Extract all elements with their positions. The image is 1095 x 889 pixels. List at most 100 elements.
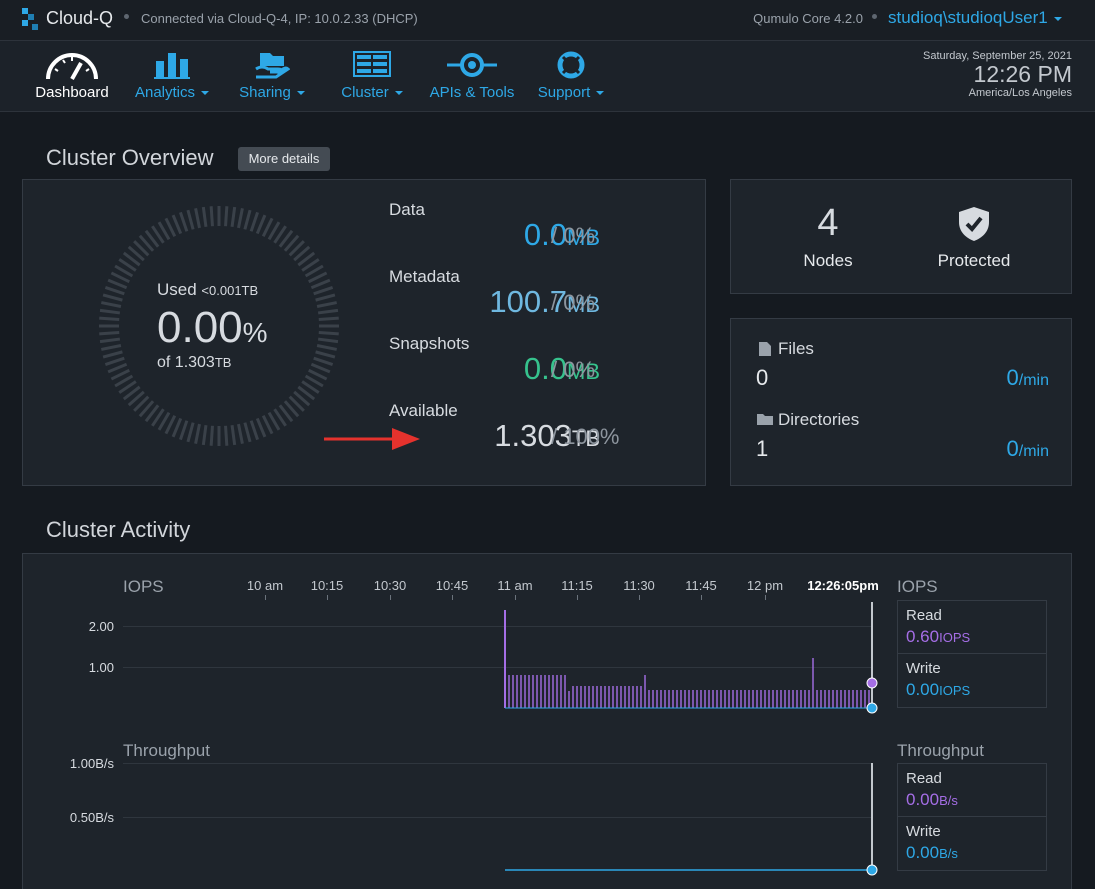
used-percent-sign: % [242, 317, 268, 348]
red-arrow-annotation [324, 428, 420, 450]
time-tick-mark [577, 595, 578, 600]
files-label: Files [778, 339, 814, 358]
gauge-tick [310, 362, 331, 374]
chevron-down-icon [296, 91, 305, 96]
time-tick-label: 11:15 [561, 578, 593, 593]
snapshots-number: 0.0 [523, 351, 567, 386]
snapshots-unit: MB [567, 359, 600, 384]
gauge-tick [118, 380, 137, 394]
used-unit: TB [241, 283, 259, 298]
time-tick-mark [639, 595, 640, 600]
gauge-tick [101, 344, 122, 351]
used-percent-value: 0.00 [157, 303, 243, 352]
iops-write-marker [866, 702, 878, 714]
time-tick-label: 11:30 [623, 578, 655, 593]
gauge-tick [267, 411, 281, 431]
gauge-tick [308, 271, 328, 284]
metadata-value: 100.7MB [489, 284, 600, 320]
nav-cluster[interactable]: Cluster [336, 41, 408, 111]
iops-read-cell: Read 0.60IOPS [898, 601, 1046, 654]
gauge-tick [201, 206, 208, 228]
api-plug-icon [447, 53, 497, 77]
bar-chart-icon [154, 53, 190, 79]
nav-apis-label: APIs & Tools [429, 84, 515, 101]
files-rate-unit: /min [1018, 372, 1049, 389]
gauge-tick [243, 209, 252, 230]
throughput-read-unit: B/s [939, 793, 958, 808]
gauge-tick [304, 264, 324, 278]
iops-read-value: 0.60IOPS [906, 627, 1038, 647]
gauge-tick [313, 286, 334, 296]
gauge-tick [102, 350, 123, 359]
throughput-read-label: Read [906, 770, 942, 787]
files-panel [730, 318, 1072, 486]
iops-write-value: 0.00IOPS [906, 680, 1038, 700]
throughput-y-tick: 0.50B/s [69, 810, 114, 825]
gauge-tick [144, 229, 160, 248]
current-date: Saturday, September 25, 2021 [922, 50, 1072, 62]
nav-sharing[interactable]: Sharing [234, 41, 310, 111]
throughput-y-tick: 1.00B/s [69, 756, 114, 771]
time-tick-mark [765, 595, 766, 600]
data-label: Data [389, 200, 425, 219]
gauge-tick [308, 368, 328, 381]
gauge-tick [315, 350, 336, 359]
throughput-chart[interactable] [123, 760, 883, 880]
protection-status: Protected [937, 251, 1011, 270]
cloud-q-logo-icon [22, 8, 38, 30]
iops-write-unit: IOPS [939, 683, 971, 698]
nav-support[interactable]: Support [534, 41, 608, 111]
gauge-tick [99, 331, 120, 336]
connection-status: Connected via Cloud-Q-4, IP: 10.0.2.33 (… [141, 11, 418, 26]
iops-chart[interactable] [123, 600, 883, 715]
data-value: 0.0MB [524, 217, 600, 253]
throughput-write-label: Write [906, 823, 941, 840]
gauge-tick [127, 245, 145, 262]
nav-analytics-label: Analytics [134, 84, 196, 101]
total-capacity: of 1.303TB [157, 354, 231, 372]
time-tick-label: 10:15 [310, 578, 344, 593]
throughput-read-number: 0.00 [906, 790, 940, 809]
gauge-tick [179, 420, 189, 441]
total-capacity-value: of 1.303 [157, 354, 215, 371]
gauge-tick [278, 404, 294, 423]
more-details-button[interactable]: More details [238, 147, 330, 171]
nav-dashboard[interactable]: Dashboard [30, 41, 114, 111]
used-label: Used <0.001TB [157, 280, 258, 300]
user-menu[interactable]: studioq\studioqUser1 [888, 8, 1062, 28]
gauge-tick [194, 423, 201, 444]
iops-read-marker [866, 677, 878, 689]
app-name: Cloud-Q [46, 8, 114, 28]
gauge-tick [133, 240, 150, 257]
time-tick-mark [390, 595, 391, 600]
data-number: 0.0 [523, 217, 567, 252]
data-percent: / 0% [551, 223, 596, 248]
gridline [123, 667, 873, 668]
separator-dot [124, 14, 129, 19]
metadata-number: 100.7 [489, 284, 567, 319]
nav-analytics[interactable]: Analytics [130, 41, 214, 111]
gauge-tick [151, 408, 165, 427]
time-tick-mark [265, 595, 266, 600]
cluster-activity-title: Cluster Activity [46, 517, 191, 542]
top-bar: Cloud-Q Connected via Cloud-Q-4, IP: 10.… [0, 0, 1095, 41]
iops-write-cell: Write 0.00IOPS [898, 654, 1046, 707]
gauge-tick [315, 293, 336, 302]
iops-y-tick: 1.00 [88, 660, 114, 675]
throughput-summary: Read 0.00B/s Write 0.00B/s [897, 763, 1047, 871]
gauge-tick [99, 337, 121, 344]
gauge-tick [267, 221, 281, 241]
iops-write-label: Write [906, 660, 941, 677]
iops-chart-title: IOPS [123, 577, 164, 596]
time-tick-label: 11:45 [685, 578, 717, 593]
nav-apis-tools[interactable]: APIs & Tools [426, 41, 518, 111]
sharing-folder-hand-icon [255, 53, 290, 79]
gauge-tick [288, 240, 305, 257]
gauge-tick [118, 258, 137, 272]
gauge-tick [316, 301, 337, 308]
gauge-tick [201, 424, 208, 446]
gauge-tick [249, 211, 259, 232]
gauge-tick [243, 422, 252, 443]
gauge-tick [151, 225, 165, 244]
gauge-tick [104, 286, 125, 296]
